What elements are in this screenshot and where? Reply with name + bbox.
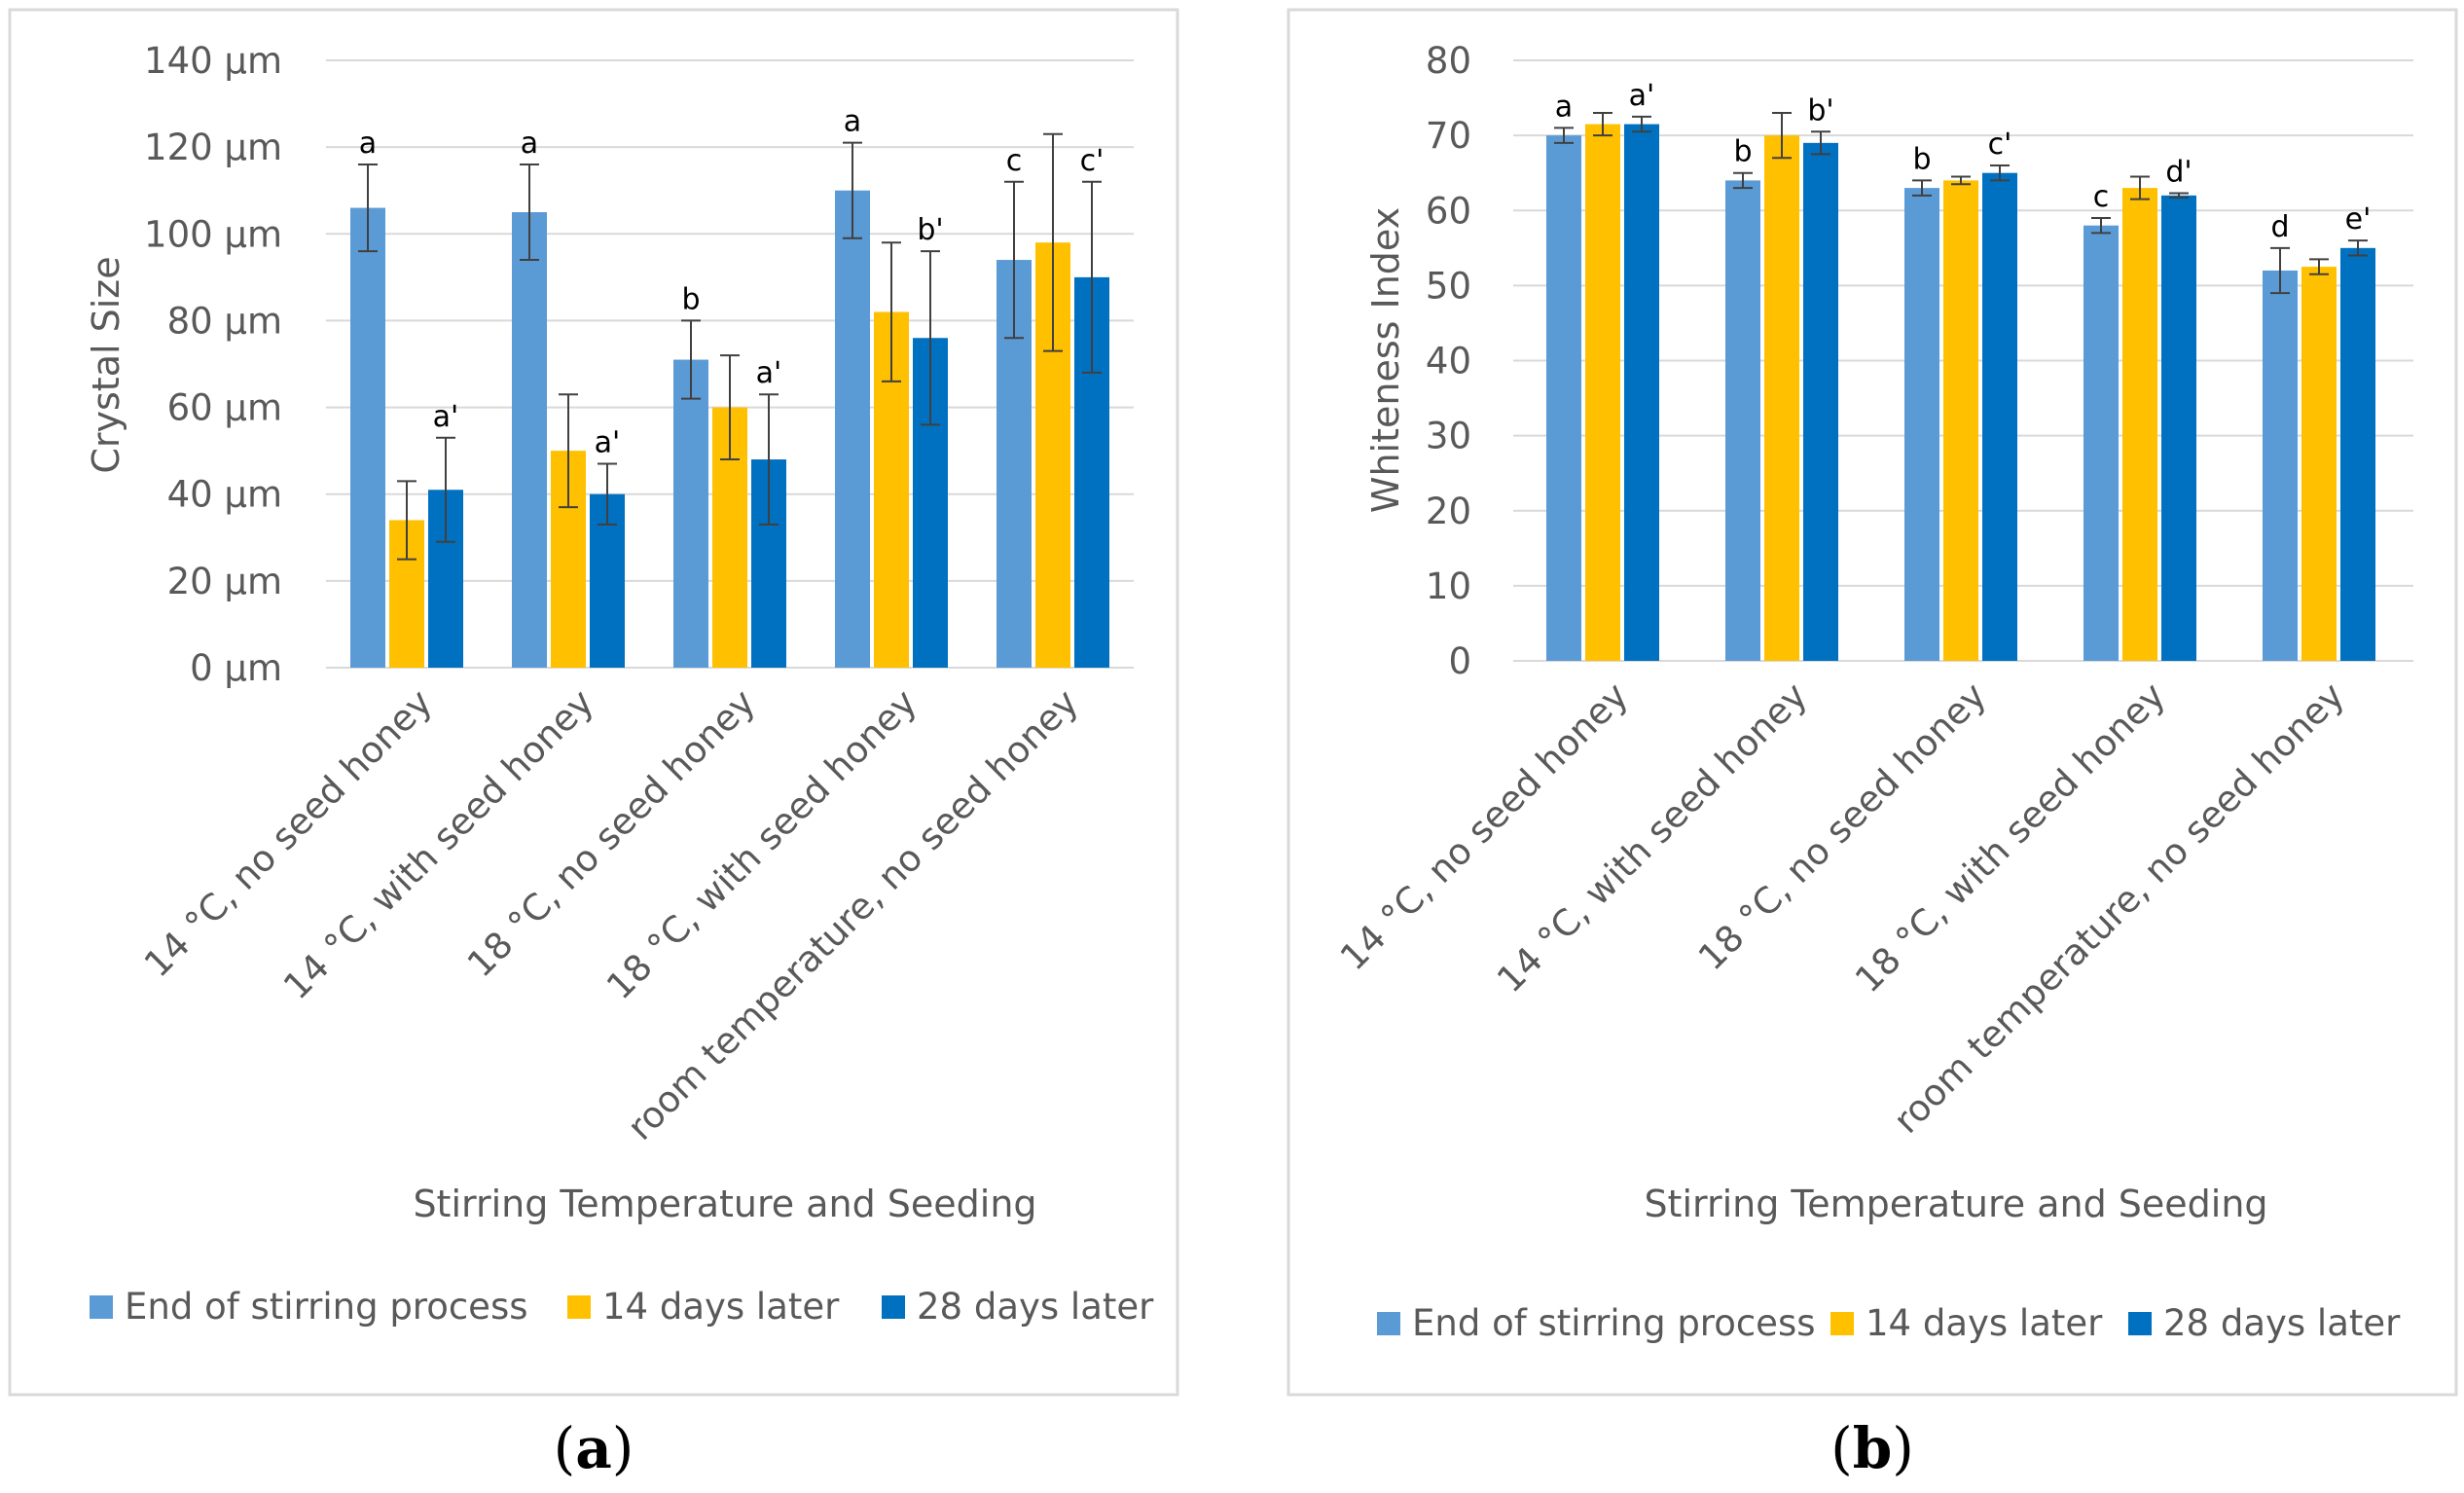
chart-b-y-tick-label: 0 bbox=[1448, 640, 1471, 682]
chart-a-significance-letter: a' bbox=[433, 400, 459, 434]
chart-a-y-tick-label: 0 µm bbox=[190, 647, 282, 689]
chart-b-bar-d14 bbox=[1764, 135, 1799, 661]
chart-b-significance-letter: c bbox=[2093, 180, 2110, 214]
chart-a-x-axis-title: Stirring Temperature and Seeding bbox=[413, 1183, 1036, 1225]
chart-b-bar-end bbox=[2263, 270, 2298, 661]
chart-b-significance-letter: a' bbox=[1629, 79, 1655, 113]
chart-a-bar-end bbox=[673, 359, 708, 668]
chart-b-y-axis-title: Whiteness Index bbox=[1364, 207, 1407, 513]
legend-a-swatch-14d bbox=[567, 1295, 591, 1319]
legend-a-swatch-28d bbox=[882, 1295, 905, 1319]
chart-b-bar-d28 bbox=[1982, 172, 2017, 661]
chart-a-significance-letter: a' bbox=[756, 356, 782, 390]
chart-b-bar-d14 bbox=[1585, 124, 1620, 661]
chart-b-bar-d28 bbox=[1624, 124, 1659, 661]
chart-a-significance-letter: b bbox=[681, 282, 700, 316]
chart-b-x-axis-title: Stirring Temperature and Seeding bbox=[1644, 1183, 2267, 1225]
chart-a-y-tick-label: 20 µm bbox=[167, 561, 282, 602]
chart-a-significance-letter: a bbox=[359, 127, 377, 161]
chart-a-y-ticks: 0 µm 20 µm 40 µm 60 µm 80 µm 100 µm 120 µm 140 … bbox=[144, 40, 282, 689]
chart-a-significance-letter: a' bbox=[595, 426, 621, 460]
chart-a-y-tick-label: 120 µm bbox=[144, 127, 282, 168]
chart-a-significance-letter: c' bbox=[1080, 144, 1105, 178]
chart-b-bar-d28 bbox=[2340, 247, 2375, 661]
chart-b-y-ticks: 0 10 20 30 40 50 60 70 80 bbox=[1426, 40, 1471, 682]
chart-a-y-axis-title: Crystal Size bbox=[85, 256, 127, 473]
legend-b-swatch-end bbox=[1377, 1312, 1400, 1335]
chart-a-bar-end bbox=[512, 212, 547, 668]
chart-a-y-tick-label: 40 µm bbox=[167, 474, 282, 516]
chart-a-y-tick-label: 80 µm bbox=[167, 300, 282, 342]
chart-b-bar-d28 bbox=[2161, 195, 2196, 661]
chart-b-bar-end bbox=[1904, 188, 1939, 662]
chart-a-significance-letter: a bbox=[521, 127, 538, 161]
legend-b-label-14d: 14 days later bbox=[1866, 1302, 2103, 1344]
chart-b-panel-label: (b) bbox=[1830, 1415, 1914, 1481]
chart-b-y-tick-label: 30 bbox=[1426, 416, 1471, 457]
chart-b-bar-d14 bbox=[1943, 180, 1978, 661]
chart-a-significance-letter: c bbox=[1006, 144, 1023, 178]
chart-b-y-tick-label: 50 bbox=[1426, 265, 1471, 307]
chart-b-error-bars bbox=[1554, 111, 2368, 295]
chart-a-bar-end bbox=[350, 207, 385, 669]
chart-a-panel-label: (a) bbox=[554, 1415, 634, 1481]
legend-b-swatch-28d bbox=[2128, 1312, 2152, 1335]
chart-a-significance-letters: a a' a a' b a' a b' c c' bbox=[359, 105, 1105, 460]
legend-b-swatch-14d bbox=[1830, 1312, 1854, 1335]
legend-a-label-end: End of stirring process bbox=[125, 1286, 528, 1328]
chart-b-bar-d14 bbox=[2301, 267, 2337, 661]
chart-b-significance-letter: d' bbox=[2165, 156, 2192, 190]
chart-a-significance-letter: b' bbox=[917, 213, 943, 247]
chart-b-legend: End of stirring process 14 days later 28… bbox=[1377, 1302, 2401, 1344]
legend-b-label-end: End of stirring process bbox=[1412, 1302, 1816, 1344]
chart-a-bars bbox=[350, 190, 1109, 669]
legend-b-label-28d: 28 days later bbox=[2163, 1302, 2401, 1344]
chart-b-bar-d14 bbox=[2122, 188, 2157, 662]
chart-b-significance-letter: b bbox=[1733, 135, 1752, 169]
legend-a-label-28d: 28 days later bbox=[917, 1286, 1154, 1328]
chart-a-bar-end bbox=[835, 190, 870, 668]
chart-a-frame bbox=[8, 8, 1179, 1397]
chart-b-significance-letters: a a' b b' b c' c d' d e' bbox=[1555, 79, 2372, 244]
chart-a-significance-letter: a bbox=[844, 105, 861, 139]
chart-b-y-tick-label: 10 bbox=[1426, 565, 1471, 607]
chart-a-y-tick-label: 60 µm bbox=[167, 387, 282, 429]
chart-b-significance-letter: e' bbox=[2345, 202, 2372, 237]
chart-b-y-tick-label: 80 bbox=[1426, 40, 1471, 82]
chart-b-y-tick-label: 60 bbox=[1426, 190, 1471, 232]
chart-b-significance-letter: d bbox=[2270, 210, 2289, 244]
chart-b-bar-end bbox=[1546, 135, 1581, 661]
chart-a-y-tick-label: 100 µm bbox=[144, 213, 282, 255]
chart-a-y-tick-label: 140 µm bbox=[144, 40, 282, 82]
chart-a-error-bars bbox=[358, 132, 1102, 561]
chart-b-bar-end bbox=[1725, 180, 1760, 661]
chart-panel-a: 0 µm 20 µm 40 µm 60 µm 80 µm 100 µm 120 µm 140 … bbox=[8, 8, 1179, 1481]
chart-b-significance-letter: c' bbox=[1988, 127, 2012, 162]
legend-a-label-14d: 14 days later bbox=[602, 1286, 840, 1328]
chart-b-y-tick-label: 40 bbox=[1426, 341, 1471, 382]
chart-b-significance-letter: b' bbox=[1807, 93, 1833, 127]
chart-b-bar-end bbox=[2084, 225, 2119, 662]
chart-b-frame bbox=[1286, 8, 2458, 1397]
chart-b-y-tick-label: 70 bbox=[1426, 115, 1471, 157]
chart-b-bar-d28 bbox=[1803, 142, 1838, 661]
chart-b-bars bbox=[1546, 124, 2375, 662]
legend-a-swatch-end bbox=[90, 1295, 113, 1319]
chart-b-y-tick-label: 20 bbox=[1426, 491, 1471, 532]
chart-a-legend: End of stirring process 14 days later 28… bbox=[90, 1286, 1154, 1328]
chart-b-significance-letter: a bbox=[1555, 90, 1573, 124]
chart-b-significance-letter: b bbox=[1912, 142, 1931, 176]
